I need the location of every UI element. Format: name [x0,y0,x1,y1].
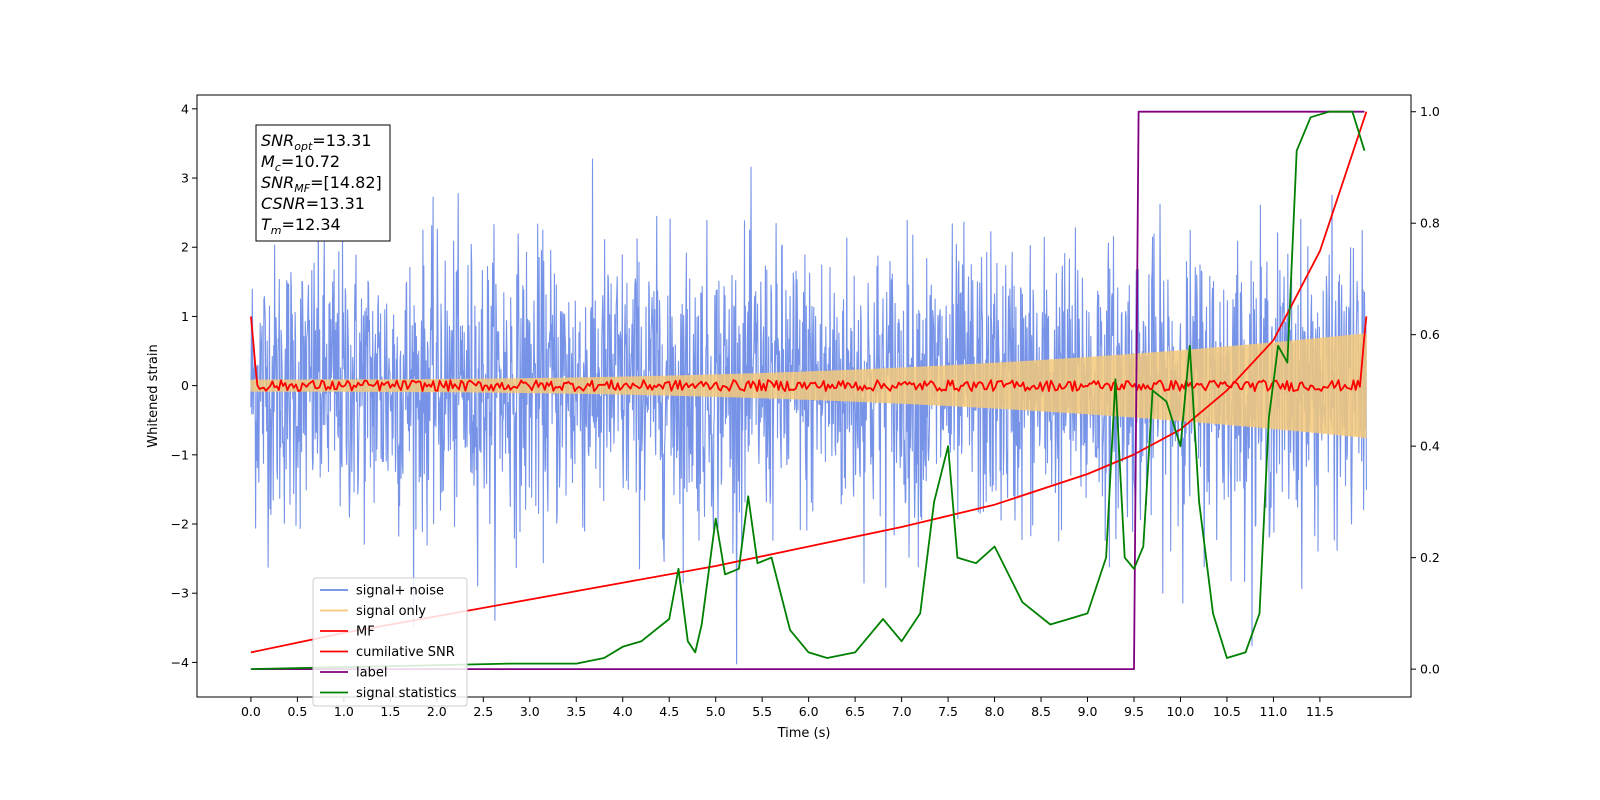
series-mf-line [250,316,1368,392]
series-signal-statistics-line [250,110,1366,670]
x-tick-label: 6.0 [799,704,819,719]
y-tick-label: 4 [181,101,189,116]
x-tick-label: 0.0 [241,704,261,719]
axes-frame [196,94,1412,698]
x-tick-label: 5.0 [706,704,726,719]
legend-label-signal-noise: signal+ noise [356,584,444,599]
legend-label-cumilative-snr: cumilative SNR [356,645,455,660]
annotation-line: SNRMF=[14.82] [261,173,382,195]
y-right-tick-label: 0.8 [1420,216,1440,231]
annotation-line: CSNR=13.31 [261,194,365,213]
y-right-tick-label: 0.4 [1420,439,1440,454]
x-tick-label: 9.5 [1124,704,1144,719]
x-axis-label: Time (s) [777,726,831,741]
y-right-tick-label: 0.0 [1420,662,1440,677]
x-tick-label: 9.0 [1078,704,1098,719]
legend: signal+ noise signal only MF cumilative SNR… [312,577,468,707]
x-tick-label: 8.0 [985,704,1005,719]
legend-label-signal-only: signal only [356,604,426,619]
x-tick-label: 0.5 [287,704,307,719]
y-right-tick-label: 0.6 [1420,327,1440,342]
y-tick-label: 0 [181,378,189,393]
y-tick-label: 3 [181,171,189,186]
y-tick-label: −4 [171,655,189,670]
y-tick-label: −2 [171,517,189,532]
x-tick-label: 8.5 [1031,704,1051,719]
annotation-frame [255,124,391,242]
series-signal-only-line [250,333,1367,439]
plot-area [250,110,1368,670]
x-tick-label: 2.0 [427,704,447,719]
annotation-box: SNRopt=13.31Mc=10.72SNRMF=[14.82]CSNR=13… [255,124,391,242]
x-tick-label: 11.5 [1306,704,1334,719]
x-tick-label: 1.5 [380,704,400,719]
x-tick-label: 4.5 [659,704,679,719]
y-tick-label: 2 [181,240,189,255]
x-tick-label: 4.0 [613,704,633,719]
legend-label-signal-statistics: signal statistics [356,686,457,701]
x-tick-label: 5.5 [752,704,772,719]
x-tick-label: 7.5 [938,704,958,719]
annotation-line: Tm=12.34 [261,215,341,237]
x-tick-label: 6.5 [845,704,865,719]
x-tick-label: 10.0 [1167,704,1195,719]
legend-frame [312,577,468,707]
x-tick-label: 2.5 [473,704,493,719]
y-tick-label: −1 [171,447,189,462]
series-label-line [250,110,1365,670]
y-axis-label: Whitened strain [146,344,161,447]
legend-label-label: label [356,666,387,681]
y-tick-label: −3 [171,586,189,601]
legend-label-mf: MF [356,625,375,640]
y-right-tick-label: 1.0 [1420,104,1440,119]
x-tick-label: 7.0 [892,704,912,719]
x-tick-label: 11.0 [1260,704,1288,719]
x-tick-label: 3.5 [566,704,586,719]
x-tick-label: 1.0 [334,704,354,719]
annotation-line: SNRopt=13.31 [261,131,372,153]
axis-ticks: 0.0 0.5 1.0 1.5 2.0 2.5 3.0 3.5 4.0 4.5 5.0 5.5 6.0 6… [171,101,1440,719]
x-tick-label: 10.5 [1213,704,1241,719]
x-tick-label: 3.0 [520,704,540,719]
y-tick-label: 1 [181,309,189,324]
series-cumilative-snr-line [250,111,1368,654]
annotation-line: Mc=10.72 [261,152,340,174]
y-right-tick-label: 0.2 [1420,550,1440,565]
